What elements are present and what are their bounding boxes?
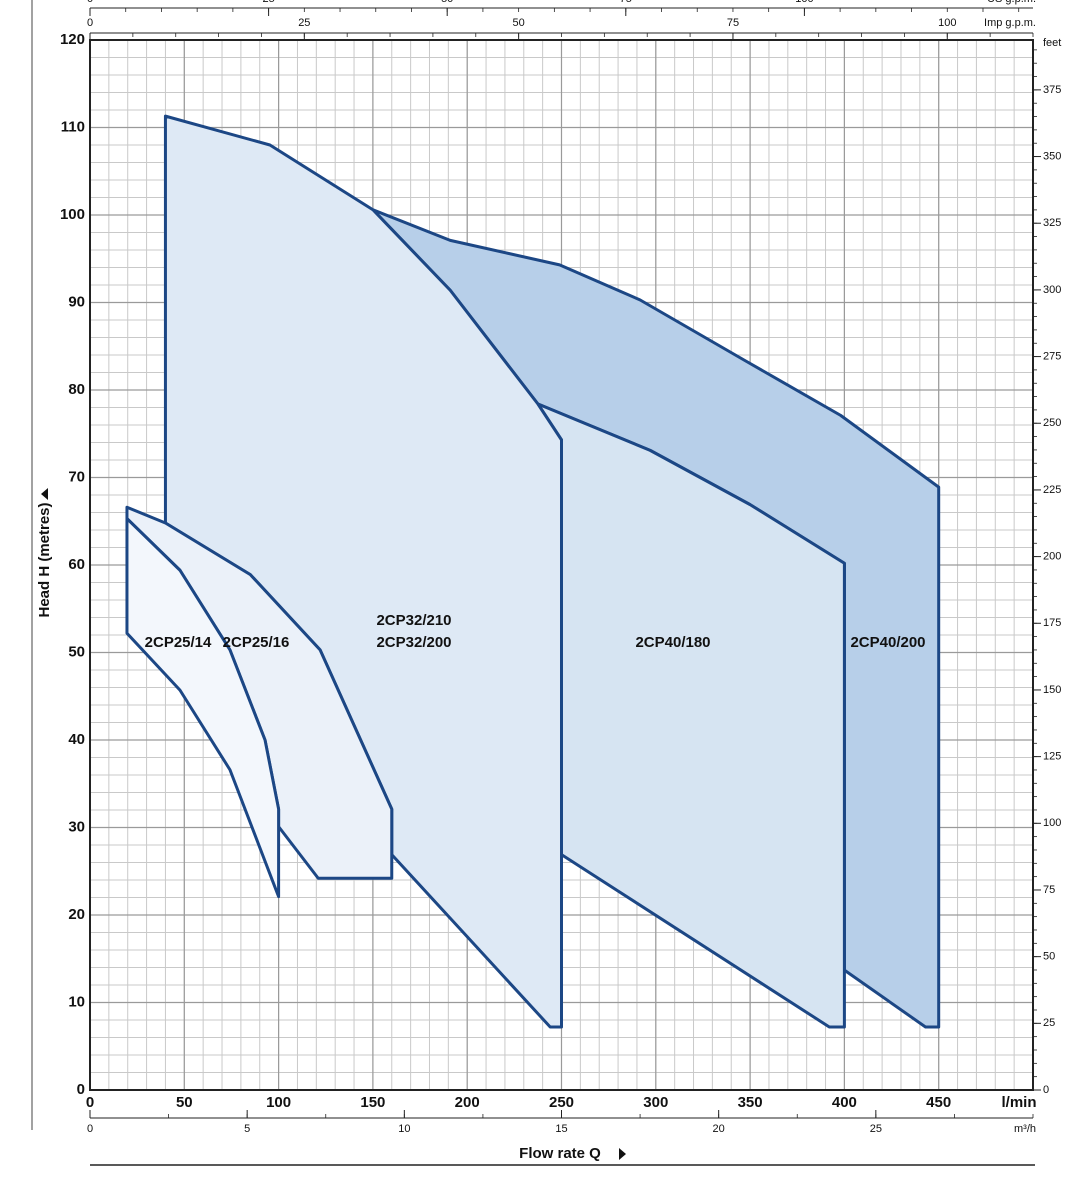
region-label: 2CP32/200: [376, 634, 451, 651]
y-tick-label: 0: [77, 1081, 85, 1098]
y2-tick-label: 150: [1043, 684, 1061, 696]
x-tick-label: 0: [86, 1094, 94, 1111]
y-tick-label: 30: [68, 818, 85, 835]
region-label: 2CP25/14: [145, 634, 212, 651]
y2-tick-label: 350: [1043, 150, 1061, 162]
y-tick-label: 100: [60, 206, 85, 223]
x4-tick-label: 100: [795, 0, 813, 5]
y2-tick-label: 275: [1043, 350, 1061, 362]
x-tick-label: 50: [176, 1094, 193, 1111]
y2-tick-label: 50: [1043, 951, 1055, 963]
y-tick-label: 120: [60, 31, 85, 48]
x-tick-label: 400: [832, 1094, 857, 1111]
y2-tick-label: 75: [1043, 884, 1055, 896]
x4-unit: US g.p.m.: [987, 0, 1036, 5]
y2-tick-label: 25: [1043, 1017, 1055, 1029]
x-unit: l/min: [1001, 1094, 1036, 1111]
x-tick-label: 100: [266, 1094, 291, 1111]
x-axis-label: Flow rate Q: [519, 1145, 601, 1162]
x2-tick-label: 0: [87, 1123, 93, 1135]
y-axis-arrow: [41, 488, 48, 500]
x4-tick-label: 25: [262, 0, 274, 5]
y-tick-label: 50: [68, 643, 85, 660]
y-tick-label: 90: [68, 293, 85, 310]
x-tick-label: 300: [643, 1094, 668, 1111]
y2-tick-label: 325: [1043, 217, 1061, 229]
y2-tick-label: 125: [1043, 751, 1061, 763]
y2-tick-label: 0: [1043, 1084, 1049, 1096]
region-label: 2CP25/16: [223, 634, 290, 651]
y2-tick-label: 300: [1043, 284, 1061, 296]
x3-tick-label: 75: [727, 17, 739, 29]
x4-tick-label: 50: [441, 0, 453, 5]
x2-tick-label: 5: [244, 1123, 250, 1135]
x2-tick-label: 10: [398, 1123, 410, 1135]
y-tick-label: 80: [68, 381, 85, 398]
x3-unit: Imp g.p.m.: [984, 17, 1036, 29]
x-tick-label: 200: [455, 1094, 480, 1111]
x3-tick-label: 50: [513, 17, 525, 29]
y2-tick-label: 225: [1043, 484, 1061, 496]
x-tick-label: 450: [926, 1094, 951, 1111]
region-label: 2CP40/200: [850, 634, 925, 651]
y-tick-label: 60: [68, 556, 85, 573]
x-tick-label: 150: [360, 1094, 385, 1111]
x3-tick-label: 0: [87, 17, 93, 29]
y-tick-label: 70: [68, 468, 85, 485]
y2-tick-label: 200: [1043, 551, 1061, 563]
y-tick-label: 10: [68, 993, 85, 1010]
y2-tick-label: 100: [1043, 817, 1061, 829]
region-label: 2CP40/180: [635, 634, 710, 651]
y2-tick-label: 375: [1043, 84, 1061, 96]
region-label: 2CP32/210: [376, 612, 451, 629]
y-tick-label: 40: [68, 731, 85, 748]
region: [125, 517, 281, 899]
y2-tick-label: 175: [1043, 617, 1061, 629]
x-axis-arrow: [619, 1148, 626, 1160]
x-tick-label: 250: [549, 1094, 574, 1111]
x2-unit: m³/h: [1014, 1123, 1036, 1135]
plot-frame: [89, 39, 1034, 1091]
x2-tick-label: 15: [555, 1123, 567, 1135]
y-axis-label: Head H (metres): [36, 502, 53, 617]
x3-tick-label: 100: [938, 17, 956, 29]
x-tick-label: 350: [738, 1094, 763, 1111]
y2-tick-label: 250: [1043, 417, 1061, 429]
x4-tick-label: 0: [87, 0, 93, 5]
y-tick-label: 20: [68, 906, 85, 923]
y-axis-label-group: Head H (metres): [36, 488, 53, 618]
x4-tick-label: 75: [620, 0, 632, 5]
x2-tick-label: 20: [713, 1123, 725, 1135]
y2-unit: feet: [1043, 37, 1061, 49]
x2-tick-label: 25: [870, 1123, 882, 1135]
y-tick-label: 110: [61, 118, 85, 135]
x3-tick-label: 25: [298, 17, 310, 29]
